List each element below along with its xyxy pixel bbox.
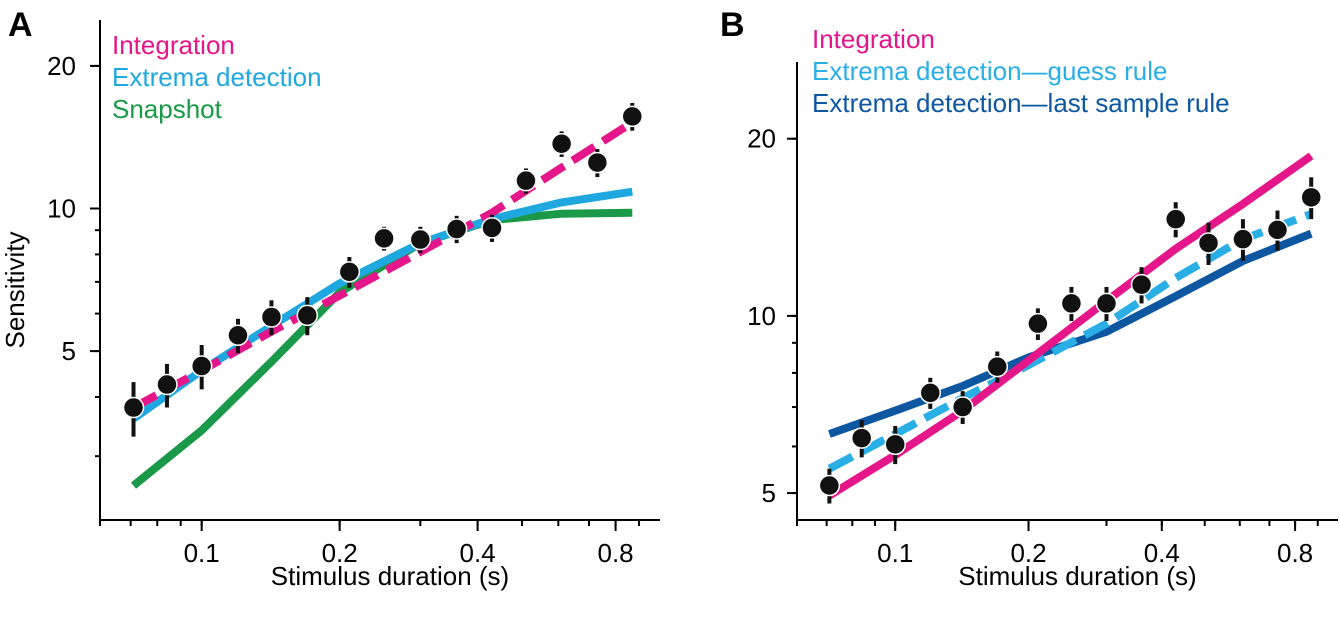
y-tick-label: 10 xyxy=(47,194,76,224)
data-point xyxy=(122,396,145,419)
legend-entry: Integration xyxy=(812,24,935,54)
y-tick-label: 20 xyxy=(47,51,76,81)
data-point xyxy=(884,433,906,456)
data-point xyxy=(986,355,1009,378)
data-point xyxy=(1232,228,1254,250)
y-tick-label: 5 xyxy=(762,478,776,508)
panel-a: A 0.1 0.2 0.4 0.8 5 10 20 Stimulus duration (s) S… xyxy=(0,6,660,591)
data-point xyxy=(1197,232,1220,254)
data-point xyxy=(190,355,213,377)
data-point xyxy=(818,474,841,497)
data-point xyxy=(373,227,395,250)
data-point xyxy=(1266,219,1289,241)
x-tick-label: 0.1 xyxy=(184,538,220,568)
data-point xyxy=(951,396,974,418)
x-tick-label: 0.1 xyxy=(877,538,913,568)
series-line-extrema-detection-last-sample-rule xyxy=(828,229,1313,438)
data-point xyxy=(1164,208,1187,230)
legend-entry: Extrema detection—guess rule xyxy=(812,56,1168,86)
panel-b: B 0.1 0.2 0.4 0.8 5 10 20 Stimulus duration (s) I… xyxy=(720,6,1338,591)
data-point xyxy=(1130,273,1153,296)
data-point xyxy=(1300,186,1322,209)
data-point xyxy=(260,306,283,328)
data-point xyxy=(550,132,573,155)
series-line-integration xyxy=(827,152,1314,500)
data-point xyxy=(621,105,644,128)
series-line-integration xyxy=(131,119,635,412)
series-line-extrema-detection xyxy=(131,187,633,422)
y-tick-label: 5 xyxy=(62,336,76,366)
data-point xyxy=(586,151,609,174)
x-tick-label: 0.2 xyxy=(1010,538,1046,568)
y-tick-label: 10 xyxy=(747,301,776,331)
data-point xyxy=(445,218,468,240)
data-point xyxy=(1060,292,1083,315)
data-point xyxy=(1027,312,1049,335)
panel-letter: B xyxy=(720,6,745,44)
x-axis-label: Stimulus duration (s) xyxy=(958,561,1196,591)
x-tick-label: 0.4 xyxy=(1144,538,1180,568)
data-point xyxy=(338,261,361,283)
data-point xyxy=(227,324,249,347)
x-tick-label: 0.4 xyxy=(460,538,496,568)
y-tick-label: 20 xyxy=(747,124,776,154)
series-line-snapshot xyxy=(130,208,633,489)
x-tick-label: 0.8 xyxy=(1277,538,1313,568)
data-point xyxy=(515,169,537,192)
legend-entry: Integration xyxy=(112,30,235,60)
legend-entry: Snapshot xyxy=(112,94,223,124)
series-line-extrema-detection-guess-rule xyxy=(827,210,1313,473)
panel-letter: A xyxy=(8,6,33,44)
data-point xyxy=(850,427,873,449)
data-point xyxy=(1095,292,1118,315)
data-point xyxy=(296,304,319,327)
data-point xyxy=(919,382,942,404)
data-point xyxy=(481,217,503,239)
x-axis-label: Stimulus duration (s) xyxy=(271,561,509,591)
legend-entry: Extrema detection xyxy=(112,62,322,92)
data-point xyxy=(409,228,432,251)
x-tick-label: 0.8 xyxy=(598,538,634,568)
data-point xyxy=(156,373,178,396)
y-axis-label: Sensitivity xyxy=(0,231,30,348)
x-tick-label: 0.2 xyxy=(322,538,358,568)
legend-entry: Extrema detection—last sample rule xyxy=(812,88,1230,118)
